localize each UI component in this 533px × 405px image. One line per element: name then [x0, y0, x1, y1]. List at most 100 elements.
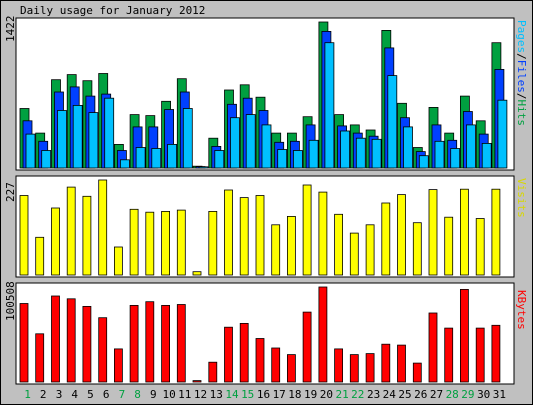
pages-bar-20: [324, 42, 335, 169]
kbytes-bar-29: [459, 288, 469, 383]
visits-bar-31: [491, 188, 501, 276]
day-label-10: 10: [162, 388, 175, 401]
pages-bar-25: [403, 126, 413, 169]
day-label-28: 28: [446, 388, 459, 401]
visits-bar-17: [271, 224, 281, 276]
visits-bar-11: [176, 209, 186, 276]
visits-bar-19: [302, 184, 312, 276]
legend-hits: Hits: [515, 100, 528, 127]
visits-bar-22: [349, 232, 359, 276]
visits-bar-13: [208, 210, 218, 276]
visits-bar-27: [428, 189, 438, 276]
pages-bar-29: [465, 124, 476, 169]
pages-bar-12: [198, 166, 209, 169]
kbytes-bar-12: [192, 380, 202, 383]
visits-bar-16: [255, 195, 265, 276]
pages-bar-7: [120, 159, 130, 169]
day-label-24: 24: [383, 388, 397, 401]
visits-bar-10: [161, 210, 171, 276]
kbytes-bar-22: [349, 354, 359, 383]
pages-bar-16: [261, 124, 272, 169]
hits-max-label: 1422: [4, 16, 17, 43]
pages-bar-17: [277, 149, 288, 169]
kbytes-bar-15: [239, 322, 249, 383]
visits-bar-2: [35, 236, 45, 276]
pages-bar-13: [214, 150, 225, 169]
bars-layer: [19, 21, 508, 383]
day-label-3: 3: [56, 388, 63, 401]
kbytes-max-label: 100508: [4, 281, 17, 321]
chart-title: Daily usage for January 2012: [20, 4, 205, 17]
kbytes-bar-27: [428, 312, 438, 383]
pages-bar-8: [135, 147, 146, 169]
visits-bar-23: [365, 224, 375, 276]
visits-bar-15: [239, 197, 249, 276]
visits-bar-29: [459, 188, 469, 276]
day-label-5: 5: [87, 388, 94, 401]
kbytes-bar-20: [318, 286, 328, 383]
pages-bar-4: [72, 105, 83, 169]
kbytes-bar-4: [66, 298, 76, 383]
day-label-22: 22: [351, 388, 364, 401]
visits-bar-26: [412, 222, 422, 276]
day-label-21: 21: [335, 388, 348, 401]
day-label-20: 20: [320, 388, 333, 401]
pages-bar-14: [230, 117, 240, 169]
pages-bar-2: [41, 150, 52, 169]
visits-bar-8: [129, 208, 139, 276]
pages-bar-27: [434, 140, 445, 169]
kbytes-bar-3: [51, 295, 60, 383]
day-label-14: 14: [225, 388, 239, 401]
kbytes-bar-14: [224, 326, 233, 383]
visits-bar-1: [19, 195, 29, 276]
day-label-12: 12: [194, 388, 207, 401]
day-label-19: 19: [304, 388, 317, 401]
visits-legend: Visits: [515, 178, 528, 218]
kbytes-bar-24: [381, 343, 391, 383]
day-label-26: 26: [414, 388, 427, 401]
kbytes-bar-31: [491, 324, 501, 383]
pages-bar-23: [371, 138, 382, 169]
legend-pages: Pages: [515, 20, 528, 53]
kbytes-bar-25: [397, 344, 406, 383]
pages-bar-19: [308, 139, 319, 169]
kbytes-bar-23: [365, 353, 375, 383]
day-label-7: 7: [119, 388, 126, 401]
day-label-31: 31: [493, 388, 506, 401]
kbytes-bar-7: [114, 348, 123, 383]
visits-bar-18: [286, 215, 296, 276]
day-label-18: 18: [288, 388, 301, 401]
day-label-25: 25: [398, 388, 411, 401]
kbytes-legend: KBytes: [515, 290, 528, 330]
pages-bar-10: [167, 143, 178, 169]
day-label-2: 2: [40, 388, 47, 401]
kbytes-bar-26: [412, 362, 422, 383]
pages-bar-22: [355, 137, 366, 169]
pages-bar-24: [387, 75, 398, 169]
visits-bar-5: [82, 195, 92, 276]
day-label-23: 23: [367, 388, 380, 401]
day-label-8: 8: [134, 388, 141, 401]
visits-bar-3: [51, 207, 60, 276]
hits-legend: Pages/Files/Hits: [515, 20, 528, 126]
kbytes-bar-16: [255, 338, 265, 383]
pages-bar-21: [340, 130, 351, 169]
pages-bar-28: [450, 148, 461, 169]
day-label-17: 17: [273, 388, 286, 401]
kbytes-bar-21: [334, 348, 344, 383]
kbytes-bar-19: [302, 311, 312, 383]
kbytes-bar-11: [176, 304, 186, 383]
visits-bar-28: [444, 216, 454, 276]
visits-bar-24: [381, 202, 391, 276]
day-label-27: 27: [430, 388, 443, 401]
day-label-30: 30: [477, 388, 490, 401]
visits-bar-9: [145, 211, 155, 276]
pages-bar-18: [292, 150, 303, 169]
kbytes-bar-8: [129, 304, 139, 383]
legend-files: Files: [515, 60, 528, 93]
pages-bar-31: [497, 99, 508, 169]
kbytes-bar-6: [98, 317, 108, 383]
kbytes-bar-28: [444, 327, 454, 383]
day-label-29: 29: [461, 388, 474, 401]
